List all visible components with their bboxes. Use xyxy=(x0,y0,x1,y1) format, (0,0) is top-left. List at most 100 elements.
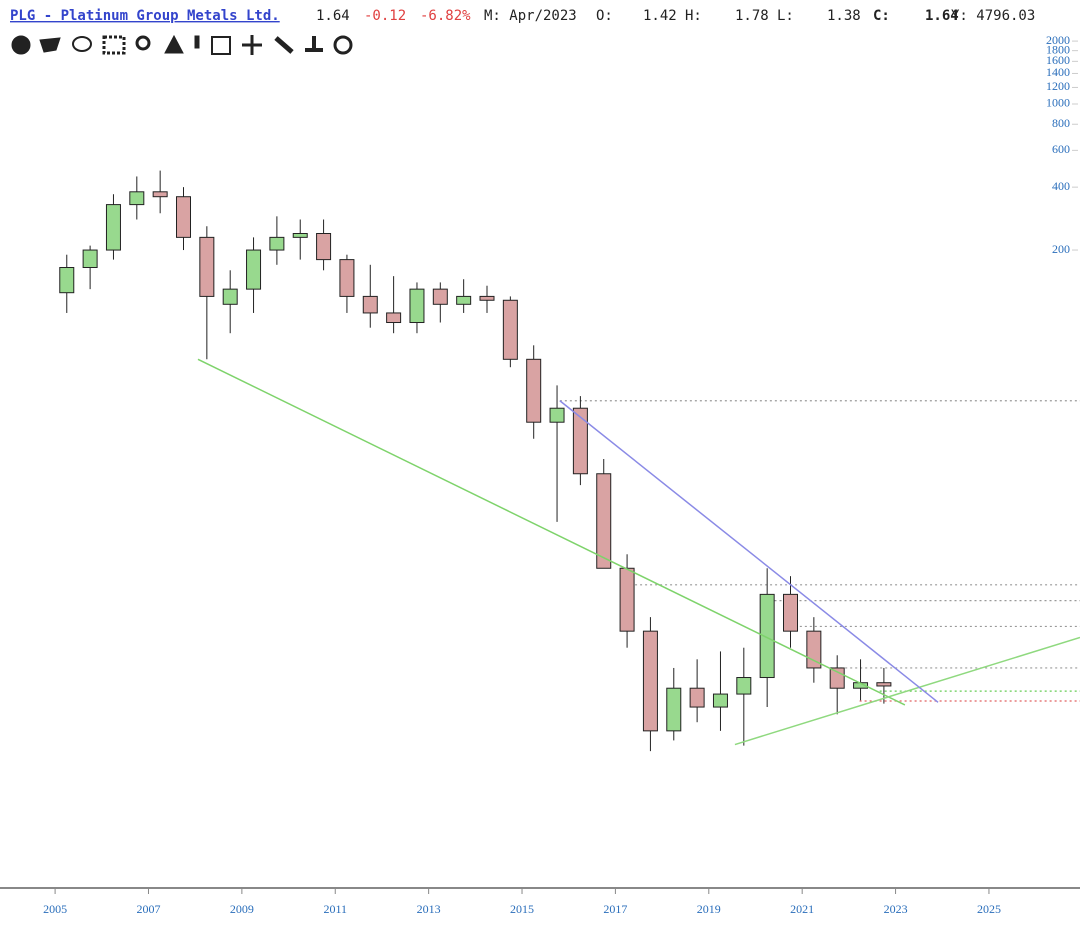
candle-body xyxy=(666,687,682,732)
open: 1.42 xyxy=(643,8,677,24)
symbol-title[interactable]: PLG - Platinum Group Metals Ltd. xyxy=(10,8,280,24)
y-tick-label: 1800 xyxy=(1046,42,1070,56)
x-tick-label: 2017 xyxy=(603,902,627,916)
candle xyxy=(129,176,145,220)
candle-body xyxy=(222,288,238,305)
refresh-icon[interactable] xyxy=(333,35,353,55)
x-tick-label: 2015 xyxy=(510,902,534,916)
candle xyxy=(642,617,658,752)
candle-body xyxy=(759,593,775,679)
candle xyxy=(222,270,238,334)
move-icon[interactable] xyxy=(242,35,262,55)
candle-body xyxy=(876,682,892,687)
candle xyxy=(712,651,728,731)
candle-body xyxy=(736,677,752,695)
candle xyxy=(409,282,425,334)
high: 1.78 xyxy=(735,8,769,24)
y-tick-label: 1600 xyxy=(1046,53,1070,67)
triangle-icon[interactable] xyxy=(164,34,184,54)
y-tick-label: 1000 xyxy=(1046,96,1070,110)
candle-body xyxy=(502,299,518,360)
candle-body xyxy=(829,667,845,689)
candle xyxy=(316,219,332,271)
low-label: L: xyxy=(777,8,794,24)
y-tick-label: 2000 xyxy=(1046,33,1070,47)
candle xyxy=(526,345,542,439)
candle-body xyxy=(199,236,215,297)
twitter-icon[interactable] xyxy=(39,37,61,53)
candle-body xyxy=(456,295,472,305)
x-tick-label: 2023 xyxy=(884,902,908,916)
last-price: 1.64 xyxy=(316,8,350,24)
change-pct: -6.82% xyxy=(420,8,471,24)
candle xyxy=(82,245,98,290)
y-tick-label: 600 xyxy=(1052,142,1070,156)
link-icon[interactable] xyxy=(274,36,294,54)
volume: Y: 4796.03 xyxy=(951,8,1035,24)
candle xyxy=(829,655,845,715)
candle-body xyxy=(176,196,192,238)
change: -0.12 xyxy=(364,8,406,24)
trendline xyxy=(734,636,1080,746)
candle-body xyxy=(152,191,168,198)
x-tick-label: 2019 xyxy=(697,902,721,916)
candle xyxy=(806,617,822,683)
x-tick-label: 2025 xyxy=(977,902,1001,916)
candle-body xyxy=(316,233,332,261)
candle-body xyxy=(409,288,425,324)
candle-body xyxy=(549,407,565,423)
candle-body xyxy=(339,259,355,297)
candle xyxy=(502,296,518,368)
comment-icon[interactable] xyxy=(72,36,92,52)
candle-body xyxy=(82,249,98,269)
download-icon[interactable] xyxy=(305,36,323,52)
candle-body xyxy=(479,295,495,301)
x-tick-label: 2021 xyxy=(790,902,814,916)
candle xyxy=(362,264,378,328)
trendline xyxy=(559,400,939,703)
candle xyxy=(456,279,472,313)
x-tick-label: 2007 xyxy=(136,902,160,916)
y-tick-label: 200 xyxy=(1052,242,1070,256)
candle xyxy=(432,282,448,323)
candle xyxy=(689,659,705,723)
candle xyxy=(783,576,799,648)
candle-body xyxy=(689,687,705,708)
candle-body xyxy=(269,236,285,251)
candle xyxy=(199,226,215,360)
candle-body xyxy=(105,204,121,251)
x-tick-label: 2011 xyxy=(323,902,347,916)
y-tick-label: 800 xyxy=(1052,116,1070,130)
candle-body xyxy=(572,407,588,475)
alert-icon[interactable] xyxy=(194,35,200,49)
toolbar xyxy=(11,34,353,55)
close-label: C: xyxy=(873,8,890,24)
candle-body xyxy=(129,191,145,206)
candle xyxy=(572,396,588,486)
candle-body xyxy=(292,233,308,238)
y-tick-label: 1400 xyxy=(1046,65,1070,79)
dashboard-icon[interactable] xyxy=(11,35,31,55)
close: 1.64 xyxy=(925,8,959,24)
x-tick-label: 2005 xyxy=(43,902,67,916)
candle xyxy=(246,237,262,313)
candle-body xyxy=(783,593,799,632)
zoom-icon[interactable] xyxy=(135,35,151,51)
calendar-icon[interactable] xyxy=(211,36,231,55)
candle-body xyxy=(526,358,542,423)
candle xyxy=(666,667,682,741)
candle xyxy=(339,254,355,313)
candle-body xyxy=(59,267,75,294)
y-tick-label: 1200 xyxy=(1046,79,1070,93)
x-tick-label: 2013 xyxy=(417,902,441,916)
candle xyxy=(292,219,308,260)
candle xyxy=(269,216,285,265)
candle-body xyxy=(596,473,612,569)
period: M: Apr/2023 xyxy=(484,8,577,24)
header: PLG - Platinum Group Metals Ltd. 1.64 -0… xyxy=(10,8,1035,24)
list-icon[interactable] xyxy=(102,35,126,55)
candle xyxy=(479,285,495,313)
candle xyxy=(736,647,752,746)
open-label: O: xyxy=(596,8,613,24)
